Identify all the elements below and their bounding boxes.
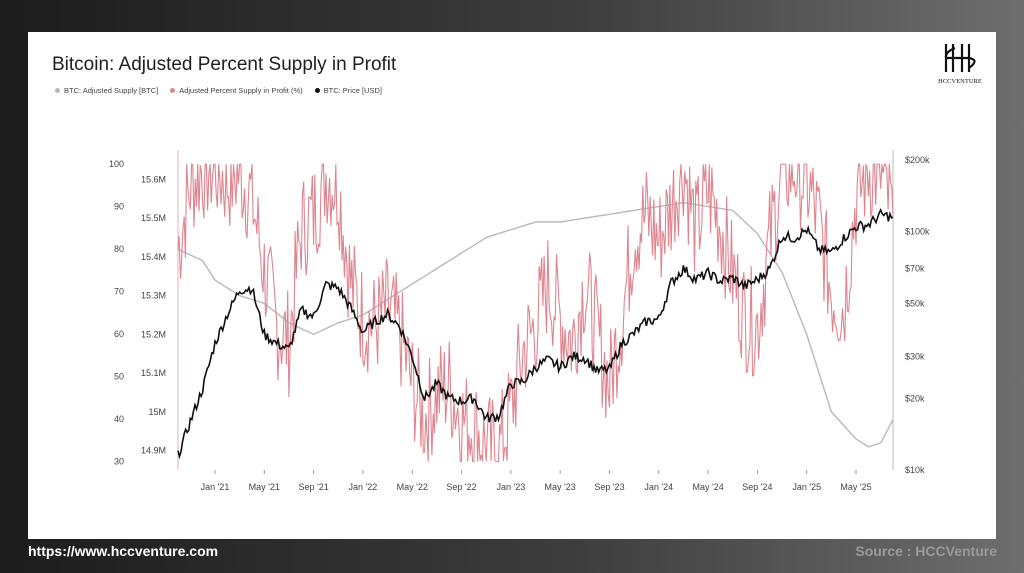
percent-tick-label: 50 bbox=[114, 372, 124, 382]
x-tick-label: May '22 bbox=[397, 482, 428, 492]
percent-tick-label: 60 bbox=[114, 329, 124, 339]
hccventure-logo: HCCVENTURE bbox=[938, 44, 982, 85]
percent-tick-label: 30 bbox=[114, 457, 124, 467]
chart-title: Bitcoin: Adjusted Percent Supply in Prof… bbox=[52, 54, 397, 75]
legend-item-supply[interactable]: BTC: Adjusted Supply [BTC] bbox=[55, 86, 158, 95]
price-tick-label: $70k bbox=[905, 264, 925, 274]
x-tick-label: Sep '22 bbox=[446, 482, 476, 492]
chart-card: Bitcoin: Adjusted Percent Supply in Prof… bbox=[28, 32, 996, 539]
legend-label-price: BTC: Price [USD] bbox=[323, 86, 382, 95]
percent-tick-label: 80 bbox=[114, 244, 124, 254]
price-tick-label: $100k bbox=[905, 227, 930, 237]
percent-tick-label: 40 bbox=[114, 414, 124, 424]
legend-dot-price bbox=[314, 88, 320, 93]
supply-tick-label: 15.5M bbox=[141, 213, 166, 223]
price-tick-label: $50k bbox=[905, 298, 925, 308]
supply-tick-label: 14.9M bbox=[141, 446, 166, 456]
supply-tick-label: 15.2M bbox=[141, 329, 166, 339]
price-tick-label: $20k bbox=[905, 393, 925, 403]
logo-text: HCCVENTURE bbox=[938, 78, 982, 85]
chart-plot: 100 90 80 70 60 50 40 30 15.6M 15.5M 15.4M 15.3M 15.… bbox=[109, 150, 930, 492]
legend-label-supply: BTC: Adjusted Supply [BTC] bbox=[64, 86, 159, 95]
x-tick-label: May '24 bbox=[692, 482, 723, 492]
x-tick-label: Jan '21 bbox=[201, 482, 230, 492]
price-tick-label: $200k bbox=[905, 155, 930, 165]
legend-dot-percent bbox=[170, 88, 176, 93]
percent-tick-label: 90 bbox=[114, 202, 124, 212]
supply-tick-label: 15M bbox=[148, 407, 166, 417]
x-tick-label: Sep '23 bbox=[594, 482, 624, 492]
supply-tick-label: 15.6M bbox=[141, 174, 166, 184]
series-line-btc-price bbox=[177, 207, 894, 460]
percent-tick-label: 100 bbox=[109, 159, 124, 169]
x-tick-label: Jan '23 bbox=[496, 482, 525, 492]
x-tick-label: Sep '21 bbox=[298, 482, 328, 492]
x-tick-label: Jan '24 bbox=[644, 482, 673, 492]
legend-item-percent[interactable]: Adjusted Percent Supply in Profit (%) bbox=[170, 86, 303, 95]
legend-item-price[interactable]: BTC: Price [USD] bbox=[314, 86, 382, 95]
supply-tick-label: 15.1M bbox=[141, 368, 166, 378]
footer-url[interactable]: https://www.hccventure.com bbox=[28, 543, 219, 559]
legend-label-percent: Adjusted Percent Supply in Profit (%) bbox=[179, 86, 303, 95]
series-line-percent-supply-in-profit bbox=[177, 163, 894, 463]
price-tick-label: $10k bbox=[905, 465, 925, 475]
legend: BTC: Adjusted Supply [BTC] Adjusted Perc… bbox=[55, 86, 382, 95]
x-tick-label: May '21 bbox=[249, 482, 280, 492]
footer-source: Source : HCCVenture bbox=[855, 543, 997, 559]
supply-tick-label: 15.3M bbox=[141, 291, 166, 301]
legend-dot-supply bbox=[55, 88, 60, 93]
x-tick-label: Sep '24 bbox=[742, 482, 772, 492]
x-tick-label: Jan '22 bbox=[349, 482, 378, 492]
x-tick-label: May '25 bbox=[840, 482, 871, 492]
price-tick-label: $30k bbox=[905, 351, 925, 361]
x-tick-label: Jan '25 bbox=[792, 482, 821, 492]
supply-tick-label: 15.4M bbox=[141, 252, 166, 262]
x-tick-label: May '23 bbox=[545, 482, 576, 492]
percent-tick-label: 70 bbox=[114, 287, 124, 297]
